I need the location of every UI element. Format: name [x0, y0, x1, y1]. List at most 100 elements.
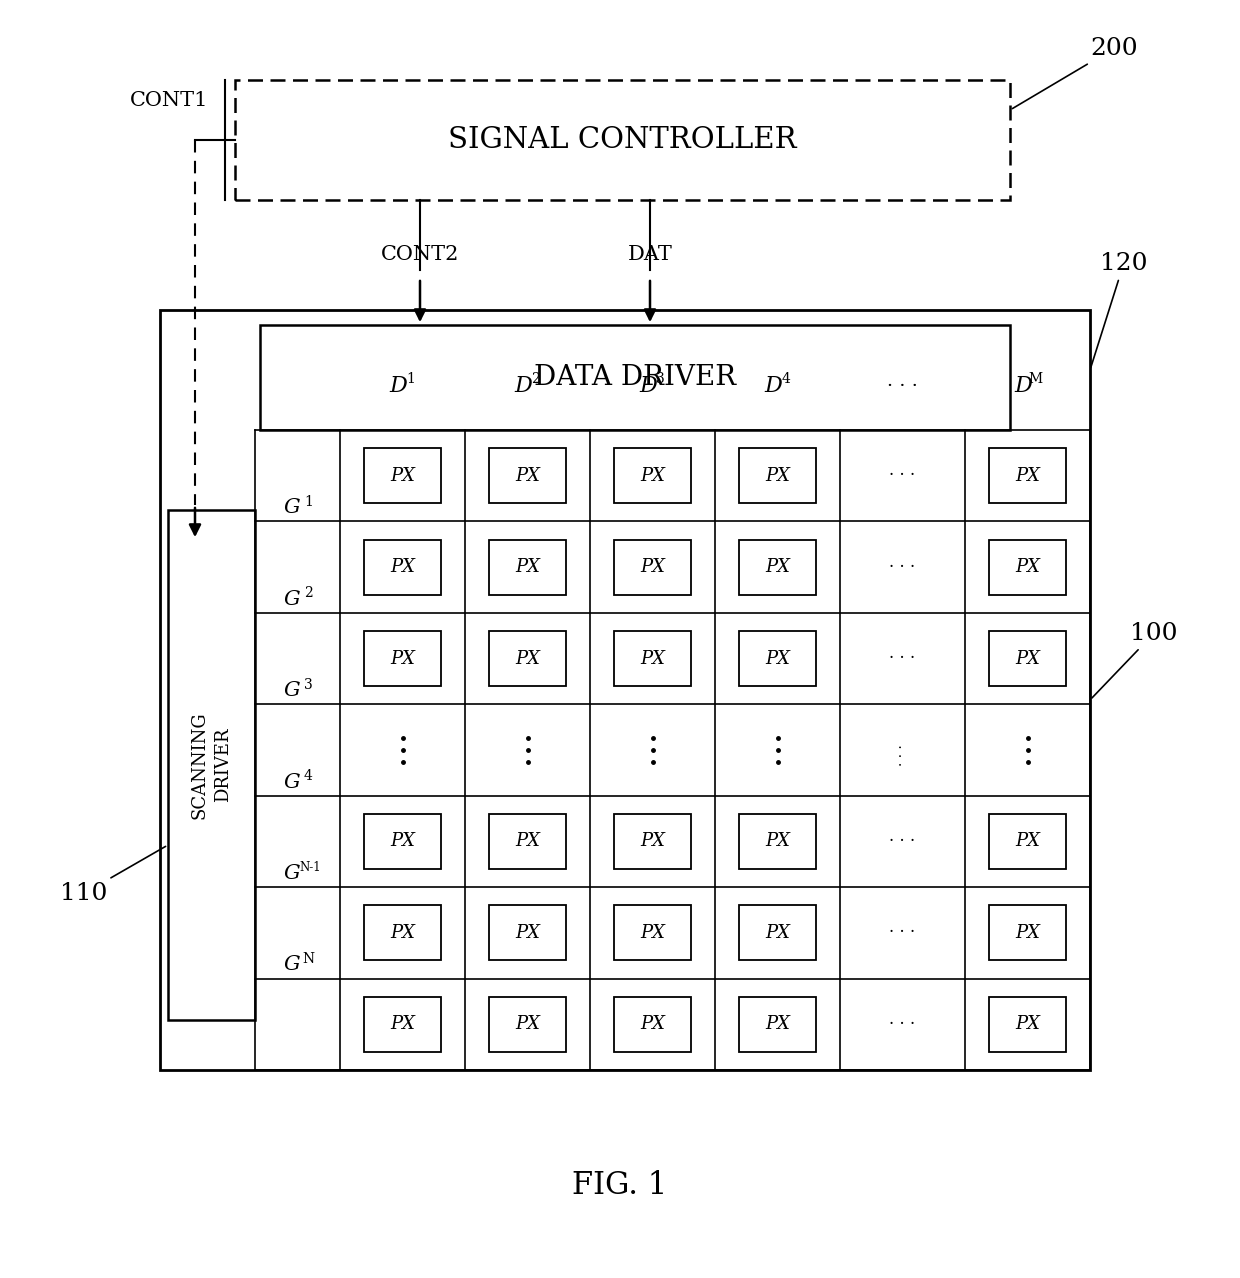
Bar — [739, 539, 816, 594]
Text: 4: 4 — [304, 769, 312, 783]
FancyBboxPatch shape — [167, 510, 255, 1020]
Text: PX: PX — [515, 832, 539, 850]
Bar — [489, 449, 567, 504]
Text: DAT: DAT — [627, 245, 672, 265]
Text: 1: 1 — [304, 495, 312, 509]
Text: PX: PX — [765, 1015, 790, 1034]
Text: 120: 120 — [1091, 252, 1147, 367]
Text: G: G — [283, 681, 300, 700]
Text: SIGNAL CONTROLLER: SIGNAL CONTROLLER — [448, 127, 797, 155]
Bar — [363, 449, 441, 504]
Text: M: M — [1028, 372, 1043, 386]
Text: 200: 200 — [1012, 37, 1137, 109]
Text: PX: PX — [765, 558, 790, 576]
Text: · · ·: · · · — [889, 468, 915, 484]
Text: PX: PX — [391, 832, 415, 850]
Text: D: D — [515, 376, 532, 397]
Text: · · ·: · · · — [889, 1016, 915, 1033]
Bar — [988, 631, 1066, 686]
Text: 100: 100 — [1092, 622, 1178, 698]
Bar — [363, 814, 441, 869]
Text: SCANNING
DRIVER: SCANNING DRIVER — [191, 711, 232, 819]
Bar — [489, 997, 567, 1052]
Bar — [363, 997, 441, 1052]
Text: PX: PX — [1016, 832, 1040, 850]
Text: PX: PX — [640, 466, 665, 484]
Bar — [614, 905, 691, 960]
Text: PX: PX — [765, 924, 790, 942]
Bar — [739, 449, 816, 504]
Text: 3: 3 — [304, 677, 312, 691]
Text: N: N — [303, 952, 315, 966]
Bar — [988, 814, 1066, 869]
Text: N-1: N-1 — [300, 861, 321, 874]
FancyBboxPatch shape — [260, 325, 1011, 429]
Bar — [489, 905, 567, 960]
Text: PX: PX — [515, 924, 539, 942]
Text: PX: PX — [765, 649, 790, 667]
FancyBboxPatch shape — [236, 81, 1011, 199]
Text: PX: PX — [391, 558, 415, 576]
Text: PX: PX — [640, 558, 665, 576]
Text: FIG. 1: FIG. 1 — [573, 1169, 667, 1200]
Text: PX: PX — [515, 558, 539, 576]
Bar — [614, 539, 691, 594]
Text: PX: PX — [1016, 466, 1040, 484]
Text: 110: 110 — [60, 846, 166, 905]
Bar — [739, 814, 816, 869]
Text: · · ·: · · · — [889, 651, 915, 667]
Text: PX: PX — [640, 924, 665, 942]
Text: 2: 2 — [304, 587, 312, 601]
Bar — [739, 997, 816, 1052]
Text: DATA DRIVER: DATA DRIVER — [534, 364, 737, 391]
Bar — [489, 631, 567, 686]
Text: G: G — [283, 864, 300, 883]
Bar — [614, 814, 691, 869]
Text: PX: PX — [640, 649, 665, 667]
Text: D: D — [389, 376, 408, 397]
Bar — [988, 539, 1066, 594]
Text: 3: 3 — [656, 372, 665, 386]
Text: · · ·: · · · — [889, 924, 915, 942]
Text: PX: PX — [515, 466, 539, 484]
Text: G: G — [283, 589, 300, 608]
Text: PX: PX — [1016, 558, 1040, 576]
Bar — [988, 997, 1066, 1052]
Bar — [988, 905, 1066, 960]
Text: PX: PX — [765, 466, 790, 484]
Text: PX: PX — [391, 1015, 415, 1034]
Text: · · ·: · · · — [887, 377, 918, 395]
Bar — [489, 539, 567, 594]
Text: PX: PX — [1016, 924, 1040, 942]
Text: D: D — [640, 376, 657, 397]
Text: G: G — [283, 772, 300, 791]
Text: PX: PX — [515, 1015, 539, 1034]
Text: PX: PX — [640, 832, 665, 850]
Text: PX: PX — [391, 649, 415, 667]
Text: G: G — [283, 498, 300, 518]
Bar — [988, 449, 1066, 504]
FancyBboxPatch shape — [160, 311, 1090, 1070]
Bar — [739, 905, 816, 960]
Text: PX: PX — [1016, 1015, 1040, 1034]
Text: · · ·: · · · — [895, 744, 909, 766]
Bar — [363, 905, 441, 960]
Bar — [614, 997, 691, 1052]
Text: PX: PX — [640, 1015, 665, 1034]
Text: PX: PX — [391, 924, 415, 942]
Text: 1: 1 — [405, 372, 415, 386]
Bar — [739, 631, 816, 686]
Text: D: D — [1014, 376, 1033, 397]
Text: PX: PX — [391, 466, 415, 484]
Text: CONT1: CONT1 — [130, 91, 208, 110]
Text: · · ·: · · · — [889, 558, 915, 575]
Text: PX: PX — [765, 832, 790, 850]
Bar — [363, 539, 441, 594]
Text: 2: 2 — [531, 372, 539, 386]
Text: 4: 4 — [781, 372, 790, 386]
Bar — [363, 631, 441, 686]
Text: PX: PX — [1016, 649, 1040, 667]
Text: G: G — [283, 956, 300, 974]
Bar — [614, 631, 691, 686]
Text: D: D — [765, 376, 782, 397]
